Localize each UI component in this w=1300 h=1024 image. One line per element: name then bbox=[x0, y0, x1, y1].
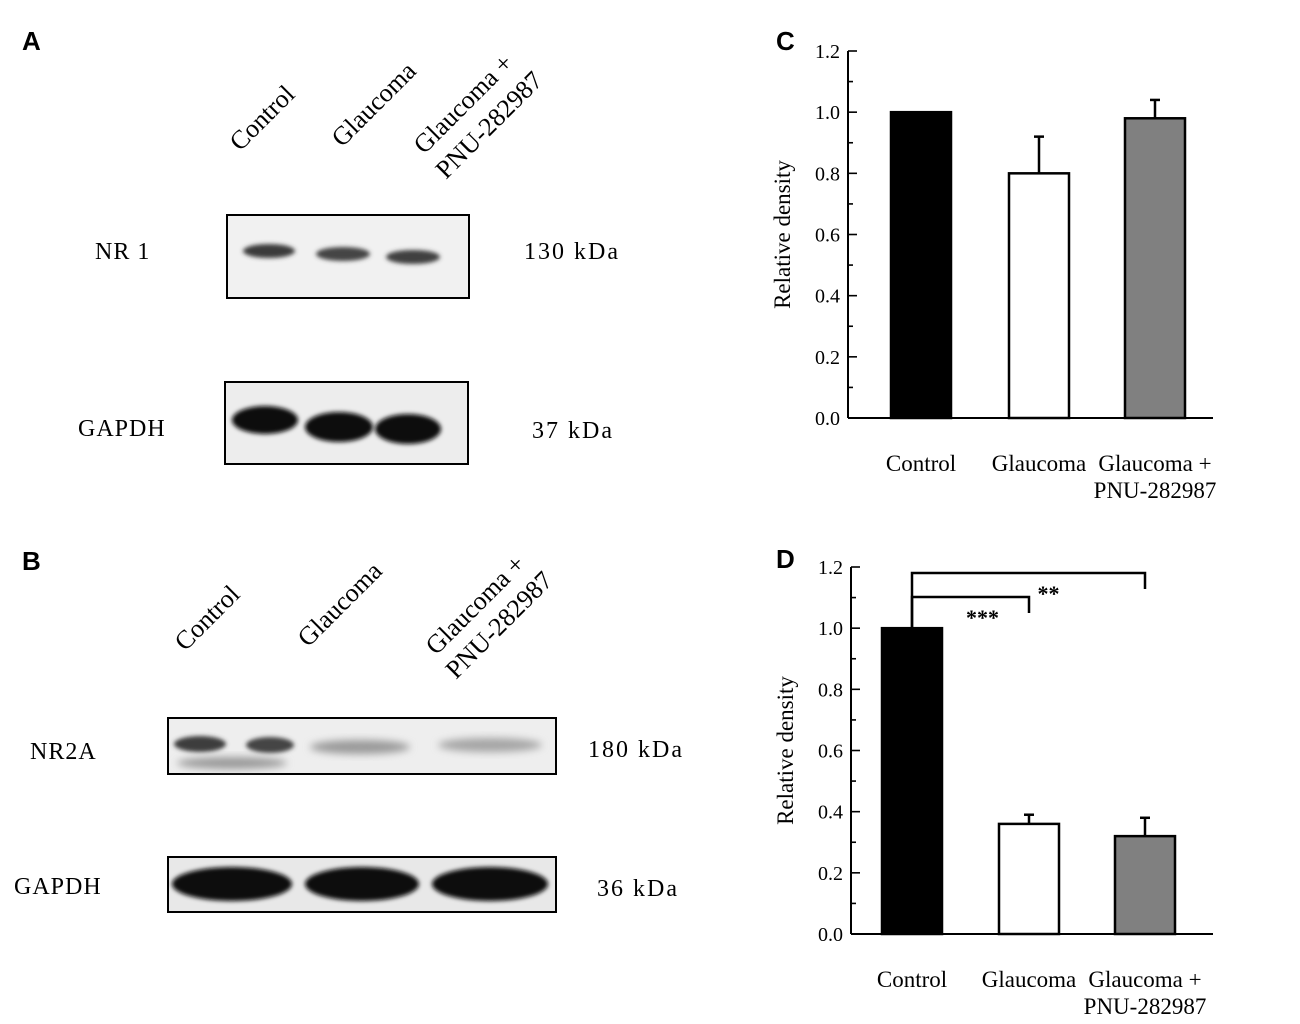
panel-c-category-label: PNU-282987 bbox=[1094, 478, 1217, 503]
panel-d-category-label: Glaucoma bbox=[982, 967, 1077, 992]
panel-b-letter: B bbox=[22, 546, 41, 576]
panel-b-blot2-kda: 36 kDa bbox=[597, 876, 679, 902]
panel-c-category-label: Control bbox=[886, 451, 956, 476]
panel-d-category-label: PNU-282987 bbox=[1084, 994, 1207, 1019]
panel-d-bar bbox=[1113, 834, 1177, 936]
panel-d-letter: D bbox=[776, 544, 795, 574]
panel-d-y-tick-label: 0.6 bbox=[818, 741, 843, 763]
panel-c-y-tick-label: 0.4 bbox=[815, 286, 840, 308]
band bbox=[375, 414, 441, 444]
panel-b-blot1-name: NR2A bbox=[30, 739, 97, 765]
panel-d-bar bbox=[880, 626, 944, 936]
panel-d-chart: 0.0 0.2 0.4 0.6 0.8 1.0 1.2 Relative density Con… bbox=[773, 557, 1213, 1019]
panel-d-y-axis-title: Relative density bbox=[773, 676, 798, 825]
panel-a-blot2-name: GAPDH bbox=[78, 416, 166, 442]
panel-c-y-tick-label: 1.0 bbox=[815, 102, 840, 124]
panel-b-blot-nr2a bbox=[167, 717, 557, 775]
band bbox=[172, 867, 292, 901]
panel-d-y-tick-label: 0.8 bbox=[818, 679, 843, 701]
band bbox=[305, 867, 419, 901]
band bbox=[232, 406, 298, 434]
panel-a-blot1-name: NR 1 bbox=[95, 239, 150, 265]
panel-d-y-tick-label: 0.0 bbox=[818, 924, 843, 946]
panel-c-y-tick-label: 1.2 bbox=[815, 41, 840, 63]
panel-c-category-label: Glaucoma bbox=[992, 451, 1087, 476]
panel-b-blot-gapdh bbox=[167, 856, 557, 913]
band bbox=[386, 250, 440, 264]
panel-a: A Control Glaucoma Glaucoma + PNU-282987… bbox=[22, 26, 620, 465]
band bbox=[177, 757, 287, 769]
panel-d-significance-label: ** bbox=[1038, 581, 1060, 606]
panel-d-significance-bracket bbox=[910, 571, 1147, 629]
panel-c-y-tick-label: 0.8 bbox=[815, 163, 840, 185]
panel-d-y-tick-label: 0.4 bbox=[818, 802, 843, 824]
panel-d-significance-label: *** bbox=[966, 605, 999, 630]
panel-a-blot1-kda: 130 kDa bbox=[524, 239, 620, 265]
panel-c-y-tick-label: 0.0 bbox=[815, 408, 840, 430]
band bbox=[246, 737, 294, 753]
panel-a-letter: A bbox=[22, 26, 41, 56]
panel-c-letter: C bbox=[776, 26, 795, 56]
panel-c-y-axis-title: Relative density bbox=[770, 160, 795, 309]
panel-c-chart: 0.0 0.2 0.4 0.6 0.8 1.0 1.2 Relative density Con… bbox=[770, 41, 1216, 503]
panel-b: B Control Glaucoma Glaucoma + PNU-282987… bbox=[14, 546, 684, 913]
panel-d-y-tick-label: 1.0 bbox=[818, 618, 843, 640]
panel-b-lane-control: Control bbox=[169, 580, 246, 657]
panel-a-blot2-kda: 37 kDa bbox=[532, 418, 614, 444]
panel-b-blot2-name: GAPDH bbox=[14, 874, 102, 900]
band bbox=[432, 867, 548, 901]
panel-d-bar bbox=[997, 822, 1061, 936]
panel-c-y-tick-label: 0.6 bbox=[815, 225, 840, 247]
band bbox=[438, 738, 542, 752]
panel-a-lane-control: Control bbox=[224, 80, 301, 157]
band bbox=[243, 244, 295, 258]
panel-d-y-tick-label: 1.2 bbox=[818, 557, 843, 579]
panel-c-y-tick-label: 0.2 bbox=[815, 347, 840, 369]
band bbox=[305, 412, 373, 442]
panel-c-bar bbox=[1123, 117, 1187, 420]
band bbox=[174, 736, 226, 752]
panel-a-blot-nr1 bbox=[226, 214, 470, 299]
panel-b-lane-glaucoma: Glaucoma bbox=[292, 556, 388, 652]
panel-d-category-label: Control bbox=[877, 967, 947, 992]
panel-d-y-tick-label: 0.2 bbox=[818, 863, 843, 885]
panel-d-category-label: Glaucoma + bbox=[1088, 967, 1201, 992]
panel-a-blot-gapdh bbox=[224, 381, 469, 465]
panel-c-bar bbox=[889, 110, 953, 420]
panel-c-bar bbox=[1007, 172, 1071, 420]
panel-c-category-label: Glaucoma + bbox=[1098, 451, 1211, 476]
panel-b-blot1-kda: 180 kDa bbox=[588, 737, 684, 763]
band bbox=[316, 247, 370, 261]
band bbox=[310, 740, 410, 754]
